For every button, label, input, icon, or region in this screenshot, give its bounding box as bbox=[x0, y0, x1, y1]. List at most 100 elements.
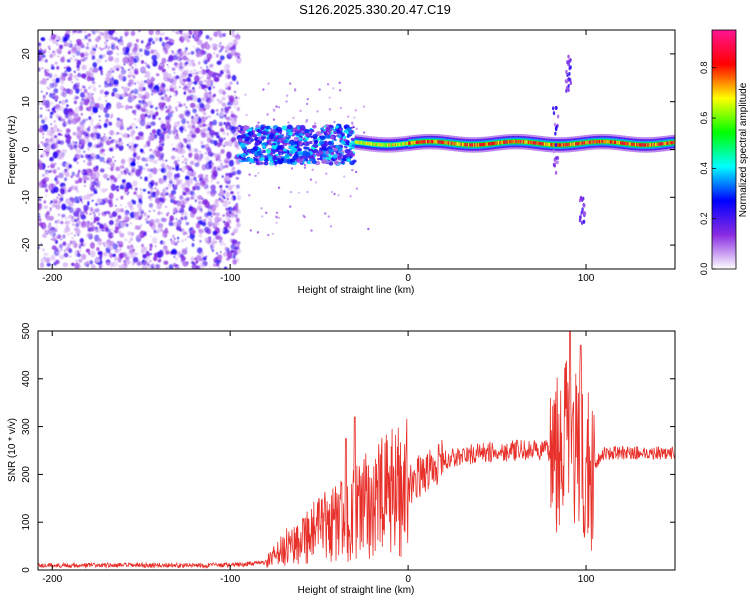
onset-blob bbox=[349, 161, 352, 163]
noise-speckle bbox=[158, 178, 164, 185]
onset-blob bbox=[250, 149, 255, 153]
noise-speckle bbox=[82, 174, 88, 182]
noise-speckle bbox=[144, 62, 147, 65]
onset-blob bbox=[330, 151, 335, 156]
noise-speckle bbox=[223, 121, 226, 125]
signal-band-cell bbox=[653, 142, 656, 147]
signal-band-cell bbox=[608, 140, 611, 144]
noise-speckle bbox=[175, 143, 182, 150]
noise-speckle bbox=[184, 175, 190, 181]
noise-speckle bbox=[112, 156, 114, 158]
signal-band-cell bbox=[636, 142, 639, 147]
noise-speckle bbox=[158, 140, 162, 144]
noise-speckle bbox=[147, 114, 151, 119]
noise-speckle bbox=[130, 247, 134, 250]
noise-speckle bbox=[99, 253, 103, 258]
onset-blob bbox=[335, 125, 339, 128]
noise-speckle bbox=[126, 202, 129, 205]
noise-speckle bbox=[88, 47, 92, 51]
noise-speckle bbox=[91, 55, 96, 60]
noise-speckle bbox=[110, 256, 112, 259]
noise-speckle bbox=[116, 117, 121, 122]
signal-band-cell bbox=[384, 143, 387, 147]
noise-speckle bbox=[83, 160, 86, 163]
noise-speckle bbox=[164, 233, 168, 238]
signal-band-cell bbox=[392, 143, 395, 147]
onset-blob bbox=[346, 143, 350, 146]
noise-speckle bbox=[106, 242, 109, 246]
noise-speckle bbox=[215, 212, 220, 217]
noise-speckle bbox=[38, 197, 42, 202]
noise-speckle bbox=[41, 178, 47, 185]
noise-speckle bbox=[75, 45, 82, 52]
noise-speckle bbox=[236, 81, 239, 83]
noise-speckle bbox=[115, 52, 120, 56]
noise-speckle bbox=[181, 117, 186, 125]
onset-streak bbox=[328, 108, 332, 111]
noise-speckle bbox=[86, 118, 88, 121]
noise-speckle bbox=[123, 63, 126, 66]
noise-speckle bbox=[193, 69, 196, 72]
noise-speckle bbox=[86, 212, 88, 215]
noise-speckle bbox=[99, 224, 105, 230]
noise-speckle bbox=[199, 209, 204, 213]
noise-speckle bbox=[138, 83, 144, 91]
noise-speckle bbox=[216, 142, 222, 147]
noise-speckle bbox=[64, 121, 66, 124]
signal-band-cell bbox=[487, 142, 491, 146]
noise-speckle bbox=[95, 165, 99, 169]
noise-speckle bbox=[100, 32, 104, 36]
noise-speckle bbox=[104, 211, 107, 214]
onset-blob bbox=[297, 151, 303, 156]
signal-band-cell bbox=[661, 142, 664, 146]
onset-streak bbox=[290, 167, 294, 170]
noise-speckle bbox=[44, 138, 51, 143]
onset-blob bbox=[237, 137, 243, 142]
onset-blob bbox=[319, 135, 326, 140]
noise-speckle bbox=[87, 33, 92, 37]
signal-band-cell bbox=[628, 142, 631, 146]
noise-speckle bbox=[140, 224, 143, 227]
noise-speckle bbox=[73, 207, 78, 213]
onset-blob bbox=[333, 138, 337, 141]
noise-speckle bbox=[121, 134, 125, 137]
noise-speckle bbox=[131, 74, 134, 77]
signal-band-cell bbox=[480, 143, 483, 147]
noise-speckle bbox=[201, 180, 206, 185]
noise-speckle bbox=[90, 77, 95, 82]
colorbar-tick-label: 0.2 bbox=[699, 212, 709, 225]
disturbance-blob bbox=[583, 211, 587, 216]
noise-speckle bbox=[220, 55, 225, 61]
noise-speckle bbox=[108, 121, 113, 126]
noise-speckle bbox=[97, 239, 103, 246]
noise-speckle bbox=[114, 57, 120, 64]
spectrogram-y-tick-label: -20 bbox=[21, 237, 32, 252]
noise-speckle bbox=[184, 157, 187, 160]
noise-speckle bbox=[73, 55, 75, 58]
noise-speckle bbox=[57, 193, 60, 196]
noise-speckle bbox=[197, 195, 203, 201]
noise-speckle bbox=[103, 136, 108, 141]
noise-speckle bbox=[208, 217, 213, 223]
signal-band-cell bbox=[511, 140, 514, 144]
noise-speckle bbox=[172, 55, 178, 61]
noise-speckle bbox=[67, 108, 73, 113]
noise-speckle bbox=[127, 96, 133, 103]
noise-speckle bbox=[73, 234, 76, 237]
signal-band-cell bbox=[416, 140, 420, 144]
noise-speckle bbox=[73, 244, 75, 247]
noise-speckle bbox=[85, 51, 87, 53]
noise-speckle bbox=[118, 137, 122, 143]
noise-speckle bbox=[198, 150, 201, 154]
noise-speckle bbox=[91, 199, 94, 202]
noise-speckle bbox=[46, 86, 49, 90]
noise-speckle bbox=[64, 95, 66, 98]
noise-speckle bbox=[115, 218, 120, 223]
noise-speckle bbox=[65, 121, 68, 125]
signal-band-cell bbox=[648, 143, 651, 147]
signal-band-cell bbox=[517, 139, 520, 144]
disturbance-blob bbox=[566, 73, 569, 78]
signal-band-cell bbox=[404, 142, 407, 146]
onset-blob bbox=[238, 124, 242, 128]
noise-speckle bbox=[185, 221, 190, 226]
